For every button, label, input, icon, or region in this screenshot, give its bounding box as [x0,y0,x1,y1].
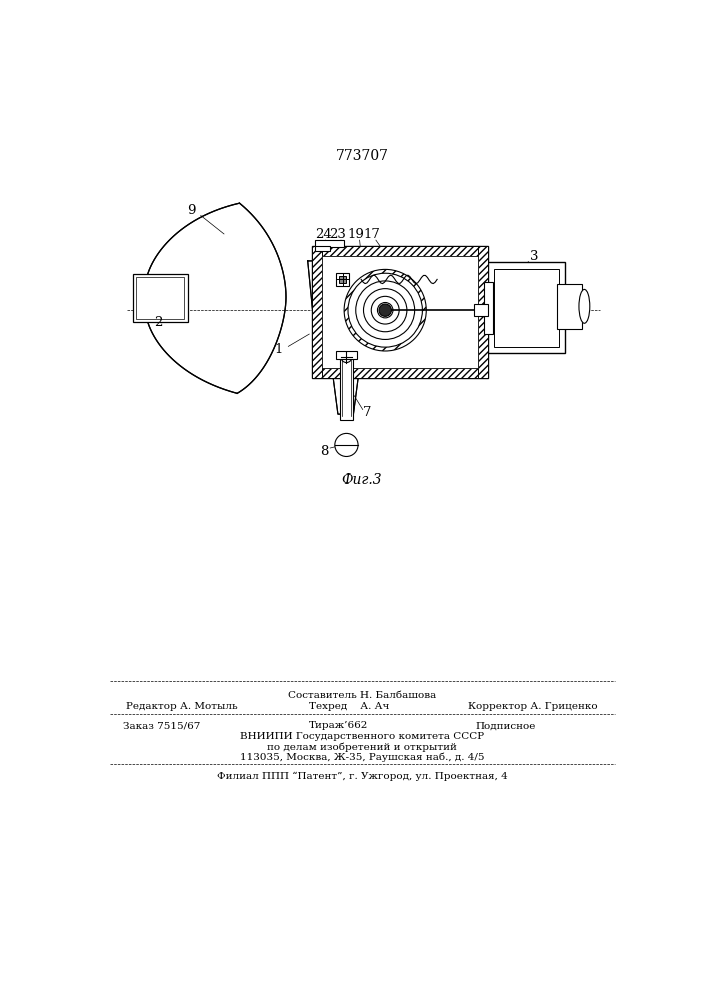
Text: 19: 19 [347,228,364,241]
Bar [478,246,489,378]
Text: 17: 17 [363,228,380,241]
Bar [336,351,357,359]
Bar [340,357,353,420]
Text: Тираж’662: Тираж’662 [309,721,368,730]
Text: 20: 20 [395,362,411,375]
Ellipse shape [579,289,590,323]
Text: 23: 23 [329,228,346,241]
Text: Корректор А. Гриценко: Корректор А. Гриценко [468,702,597,711]
Bar [134,274,187,322]
Text: 21: 21 [366,362,382,375]
Bar [339,276,346,283]
Text: Редактор А. Мотыль: Редактор А. Мотыль [126,702,238,711]
Bar [312,368,489,378]
Bar [312,246,489,378]
Text: Филиал ППП “Патент”, г. Ужгород, ул. Проектная, 4: Филиал ППП “Патент”, г. Ужгород, ул. Про… [216,771,508,781]
Polygon shape [308,261,385,414]
Text: 18: 18 [351,362,368,375]
Bar [315,240,344,247]
Text: 3: 3 [530,250,538,263]
Text: 773707: 773707 [335,149,388,163]
Circle shape [344,269,426,351]
Polygon shape [145,203,286,393]
Bar [322,256,478,368]
Bar [312,246,489,256]
Text: 12: 12 [380,362,397,375]
Bar [474,304,488,316]
Circle shape [379,304,392,316]
Text: Техред    А. Ач: Техред А. Ач [309,702,390,711]
Bar [315,246,330,251]
Text: 7: 7 [363,406,372,419]
Text: 1: 1 [275,343,284,356]
Text: 9: 9 [187,204,196,217]
Text: Подписное: Подписное [476,721,536,730]
Text: 24: 24 [315,228,332,241]
Text: по делам изобретений и открытий: по делам изобретений и открытий [267,742,457,752]
Text: ВНИИПИ Государственного комитета СССР: ВНИИПИ Государственного комитета СССР [240,732,484,741]
Text: 8: 8 [320,445,329,458]
Bar [557,284,582,329]
Bar [337,273,349,286]
Bar [312,246,322,378]
Bar [488,262,565,353]
Circle shape [335,433,358,456]
Bar [136,277,185,319]
Text: Заказ 7515/67: Заказ 7515/67 [123,721,201,730]
Text: Составитель Н. Балбашова: Составитель Н. Балбашова [288,691,436,700]
Text: Фиг.3: Фиг.3 [341,473,382,487]
Circle shape [348,273,422,347]
Bar [493,269,559,347]
Text: 2: 2 [154,316,163,329]
Text: 113035, Москва, Ж-35, Раушская наб., д. 4/5: 113035, Москва, Ж-35, Раушская наб., д. … [240,752,484,762]
Bar [484,282,493,334]
